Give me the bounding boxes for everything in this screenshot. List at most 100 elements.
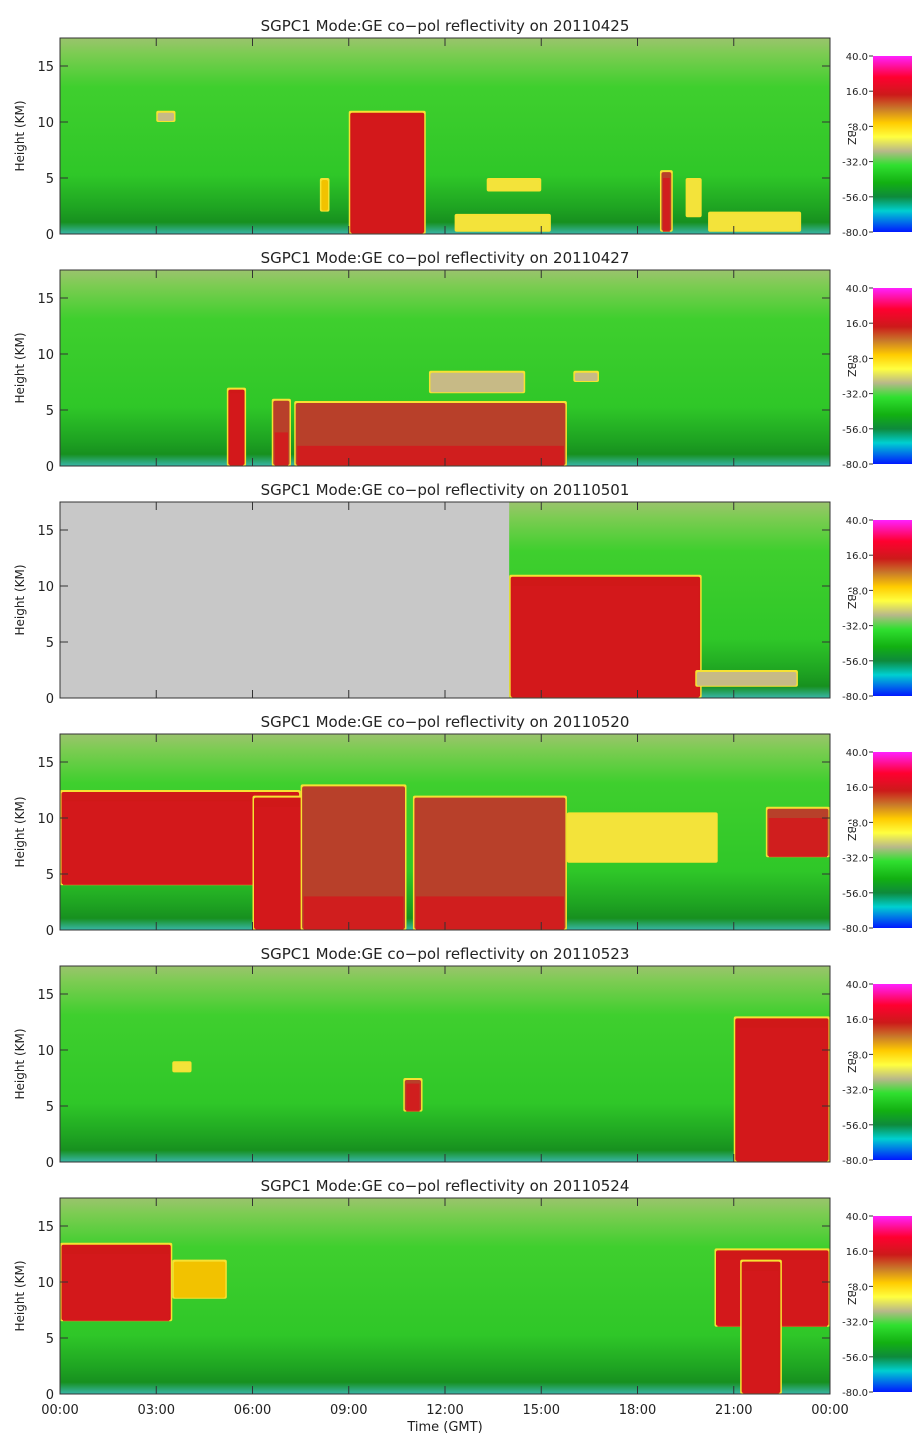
y-tick-label: 0: [46, 1388, 54, 1403]
echo-4: [566, 812, 718, 863]
colorbar-tick-label: -32.0: [842, 1318, 868, 1329]
y-tick-label: 5: [46, 868, 54, 883]
y-tick-label: 0: [46, 924, 54, 939]
echo-5: [765, 806, 830, 858]
colorbar-tick-label: -56.0: [842, 425, 868, 436]
echo-0: [509, 574, 702, 698]
echo-core: [768, 818, 827, 858]
colorbar-tick-label: -8.0: [848, 818, 868, 829]
echo-1: [271, 398, 291, 466]
colorbar-label: dBZ: [845, 355, 858, 378]
radar-panel-20110501: SGPC1 Mode:GE co−pol reflectivity on 201…: [13, 481, 912, 707]
colorbar-tick-label: 40.0: [846, 52, 868, 63]
y-tick-label: 15: [37, 60, 54, 75]
y-tick-label: 15: [37, 292, 54, 307]
y-tick-label: 10: [37, 116, 54, 131]
echo-2: [294, 401, 567, 466]
x-tick-label: 03:00: [138, 1403, 175, 1418]
colorbar-tick-label: -32.0: [842, 622, 868, 633]
echo-core: [415, 896, 564, 930]
echo-core: [662, 178, 670, 232]
colorbar-tick-label: 16.0: [846, 319, 868, 330]
echo-3: [740, 1259, 782, 1394]
y-tick-label: 0: [46, 1156, 54, 1171]
echo-4: [573, 370, 599, 382]
radar-panel-20110520: SGPC1 Mode:GE co−pol reflectivity on 201…: [13, 713, 912, 939]
colorbar-tick-label: -80.0: [842, 692, 868, 703]
panel-title: SGPC1 Mode:GE co−pol reflectivity on 201…: [261, 249, 630, 267]
colorbar-tick-label: -80.0: [842, 228, 868, 239]
panel-title: SGPC1 Mode:GE co−pol reflectivity on 201…: [261, 945, 630, 963]
x-tick-label: 21:00: [715, 1403, 752, 1418]
echo-1: [252, 795, 311, 930]
y-tick-label: 5: [46, 1332, 54, 1347]
colorbar-tick-label: -80.0: [842, 460, 868, 471]
x-tick-label: 15:00: [523, 1403, 560, 1418]
echo-core: [274, 432, 288, 466]
echo-core: [406, 1083, 420, 1112]
colorbar-tick-label: -32.0: [842, 390, 868, 401]
missing-data-region: [60, 502, 510, 698]
echo-0: [60, 1242, 173, 1322]
colorbar-tick-label: 40.0: [846, 516, 868, 527]
colorbar-label: dBZ: [845, 123, 858, 146]
colorbar-tick-label: -56.0: [842, 657, 868, 668]
colorbar-tick-label: -56.0: [842, 889, 868, 900]
colorbar-tick-label: -32.0: [842, 158, 868, 169]
panel-title: SGPC1 Mode:GE co−pol reflectivity on 201…: [261, 1177, 630, 1195]
echo-body: [696, 672, 797, 686]
echo-body: [687, 180, 701, 217]
panel-title: SGPC1 Mode:GE co−pol reflectivity on 201…: [261, 17, 630, 35]
echo-1: [695, 670, 798, 687]
colorbar: [873, 288, 912, 464]
echo-body: [157, 112, 174, 121]
colorbar-tick-label: 16.0: [846, 551, 868, 562]
echo-core: [303, 896, 404, 930]
colorbar-tick-label: -8.0: [848, 1050, 868, 1061]
x-tick-label: 09:00: [330, 1403, 367, 1418]
plot-background: [60, 38, 830, 234]
radar-panel-20110425: SGPC1 Mode:GE co−pol reflectivity on 201…: [13, 17, 912, 243]
y-axis-label: Height (KM): [13, 564, 27, 635]
echo-1: [319, 178, 330, 212]
colorbar-tick-label: -56.0: [842, 193, 868, 204]
colorbar-tick-label: -8.0: [848, 1282, 868, 1293]
x-tick-label: 00:00: [41, 1403, 78, 1418]
colorbar: [873, 520, 912, 696]
colorbar-tick-label: -32.0: [842, 854, 868, 865]
colorbar-tick-label: 40.0: [846, 284, 868, 295]
x-tick-label: 06:00: [234, 1403, 271, 1418]
colorbar: [873, 1216, 912, 1392]
colorbar-tick-label: -8.0: [848, 354, 868, 365]
y-tick-label: 5: [46, 172, 54, 187]
echo-body: [709, 213, 800, 231]
radar-panel-20110523: SGPC1 Mode:GE co−pol reflectivity on 201…: [13, 945, 912, 1171]
echo-body: [488, 180, 540, 191]
echo-core: [743, 1270, 779, 1394]
colorbar-tick-label: 16.0: [846, 783, 868, 794]
echo-7: [708, 211, 802, 232]
colorbar: [873, 984, 912, 1160]
colorbar-tick-label: -8.0: [848, 586, 868, 597]
echo-core: [255, 806, 308, 930]
echo-body: [173, 1261, 226, 1298]
echo-body: [414, 797, 566, 929]
colorbar-tick-label: -32.0: [842, 1086, 868, 1097]
y-axis-label: Height (KM): [13, 1028, 27, 1099]
colorbar-tick-label: -56.0: [842, 1353, 868, 1364]
y-tick-label: 5: [46, 1100, 54, 1115]
echo-3: [412, 795, 567, 930]
echo-body: [568, 814, 717, 862]
echo-0: [172, 1061, 192, 1073]
panel-title: SGPC1 Mode:GE co−pol reflectivity on 201…: [261, 481, 630, 499]
echo-6: [685, 178, 702, 218]
colorbar-tick-label: -8.0: [848, 122, 868, 133]
y-axis-label: Height (KM): [13, 796, 27, 867]
echo-2: [156, 110, 176, 122]
colorbar-label: dBZ: [845, 1051, 858, 1074]
y-tick-label: 10: [37, 580, 54, 595]
y-tick-label: 15: [37, 1220, 54, 1235]
colorbar-tick-label: -80.0: [842, 1388, 868, 1399]
echo-core: [229, 393, 244, 466]
